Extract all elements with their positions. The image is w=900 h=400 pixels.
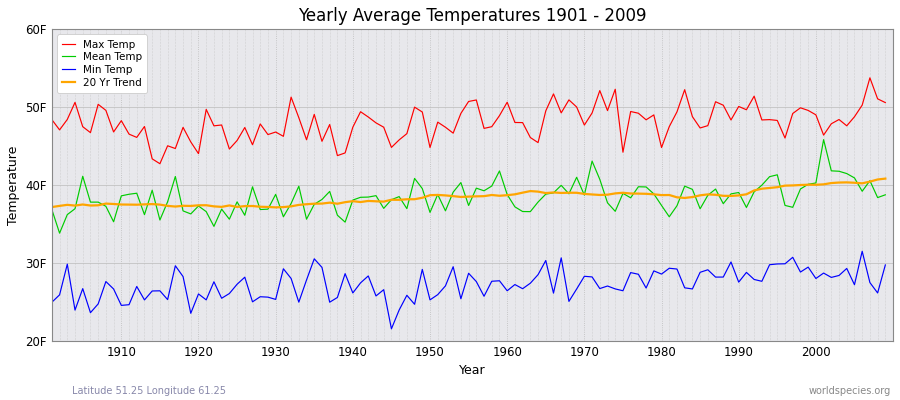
Min Temp bbox=[502, 288, 513, 293]
20 Yr Trend bbox=[47, 205, 58, 210]
Text: Latitude 51.25 Longitude 61.25: Latitude 51.25 Longitude 61.25 bbox=[72, 386, 226, 396]
Mean Temp bbox=[332, 213, 343, 218]
Legend: Max Temp, Mean Temp, Min Temp, 20 Yr Trend: Max Temp, Mean Temp, Min Temp, 20 Yr Tre… bbox=[57, 34, 148, 93]
Mean Temp bbox=[818, 137, 829, 142]
Min Temp bbox=[47, 300, 58, 305]
20 Yr Trend bbox=[880, 176, 891, 181]
20 Yr Trend bbox=[270, 205, 281, 210]
Y-axis label: Temperature: Temperature bbox=[7, 145, 20, 225]
Min Temp bbox=[509, 282, 520, 287]
Line: Min Temp: Min Temp bbox=[52, 251, 886, 329]
Max Temp bbox=[285, 95, 296, 100]
Max Temp bbox=[509, 120, 520, 125]
Mean Temp bbox=[880, 192, 891, 197]
Max Temp bbox=[155, 161, 166, 166]
20 Yr Trend bbox=[509, 192, 520, 197]
Title: Yearly Average Temperatures 1901 - 2009: Yearly Average Temperatures 1901 - 2009 bbox=[298, 7, 647, 25]
Mean Temp bbox=[285, 201, 296, 206]
20 Yr Trend bbox=[602, 192, 613, 197]
Line: Mean Temp: Mean Temp bbox=[52, 140, 886, 233]
Max Temp bbox=[332, 153, 343, 158]
Mean Temp bbox=[116, 194, 127, 198]
Min Temp bbox=[386, 326, 397, 331]
Line: Max Temp: Max Temp bbox=[52, 78, 886, 164]
Min Temp bbox=[880, 262, 891, 267]
Mean Temp bbox=[54, 231, 65, 236]
Min Temp bbox=[108, 286, 119, 291]
Text: worldspecies.org: worldspecies.org bbox=[809, 386, 891, 396]
Min Temp bbox=[278, 266, 289, 271]
Max Temp bbox=[602, 108, 613, 113]
Max Temp bbox=[108, 130, 119, 134]
Min Temp bbox=[324, 300, 335, 304]
X-axis label: Year: Year bbox=[459, 364, 486, 377]
Mean Temp bbox=[502, 192, 513, 197]
20 Yr Trend bbox=[285, 204, 296, 209]
Mean Temp bbox=[509, 204, 520, 209]
20 Yr Trend bbox=[108, 202, 119, 206]
Max Temp bbox=[502, 100, 513, 105]
Mean Temp bbox=[602, 200, 613, 205]
Max Temp bbox=[47, 117, 58, 122]
Mean Temp bbox=[47, 207, 58, 212]
20 Yr Trend bbox=[332, 201, 343, 206]
Max Temp bbox=[880, 100, 891, 105]
Max Temp bbox=[865, 76, 876, 80]
20 Yr Trend bbox=[502, 193, 513, 198]
Min Temp bbox=[857, 249, 868, 254]
Min Temp bbox=[602, 284, 613, 288]
Line: 20 Yr Trend: 20 Yr Trend bbox=[52, 179, 886, 207]
